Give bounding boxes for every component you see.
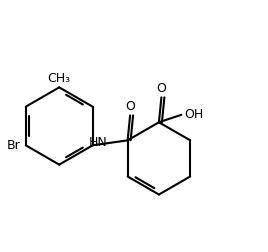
Text: HN: HN (89, 136, 108, 149)
Text: O: O (157, 82, 166, 95)
Text: Br: Br (7, 139, 21, 152)
Text: O: O (125, 100, 135, 113)
Text: OH: OH (184, 108, 203, 121)
Text: CH₃: CH₃ (48, 72, 71, 85)
